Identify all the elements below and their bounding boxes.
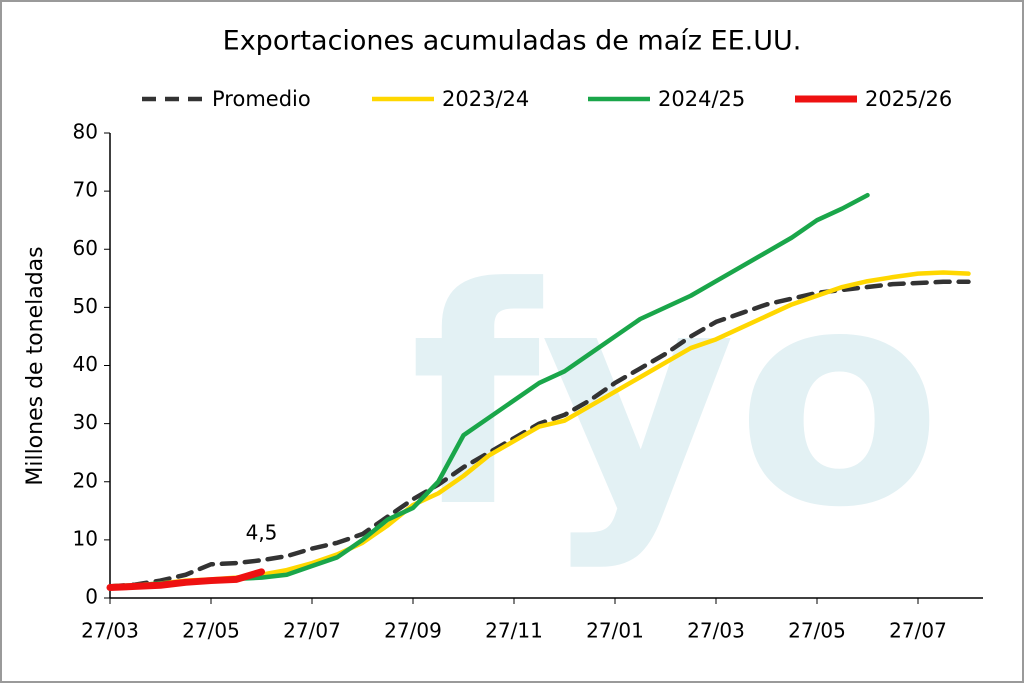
x-tick-label: 27/05 xyxy=(788,619,846,643)
y-tick-label: 40 xyxy=(73,352,98,376)
annotation: 4,5 xyxy=(246,520,278,544)
x-tick-label: 27/05 xyxy=(182,619,240,643)
y-tick-label: 80 xyxy=(73,120,98,144)
y-axis-title: Millones de toneladas xyxy=(23,246,48,485)
y-tick-label: 20 xyxy=(73,468,98,492)
series-line xyxy=(106,568,265,592)
y-tick-label: 60 xyxy=(73,236,98,260)
x-tick-label: 27/07 xyxy=(283,619,341,643)
y-tick-label: 50 xyxy=(73,294,98,318)
legend-label: Promedio xyxy=(212,87,311,111)
y-tick-label: 10 xyxy=(73,526,98,550)
legend-label: 2023/24 xyxy=(442,87,529,111)
y-tick-label: 30 xyxy=(73,410,98,434)
x-tick-label: 27/03 xyxy=(687,619,745,643)
legend-label: 2024/25 xyxy=(658,87,745,111)
y-tick-label: 0 xyxy=(85,585,98,609)
x-tick-label: 27/11 xyxy=(485,619,543,643)
x-tick-label: 27/03 xyxy=(81,619,139,643)
y-tick-label: 70 xyxy=(73,178,98,202)
chart-title: Exportaciones acumuladas de maíz EE.UU. xyxy=(223,26,802,57)
x-tick-label: 27/07 xyxy=(889,619,947,643)
x-tick-label: 27/01 xyxy=(586,619,644,643)
legend-label: 2025/26 xyxy=(865,87,952,111)
watermark: fyo xyxy=(410,224,942,573)
x-tick-label: 27/09 xyxy=(384,619,442,643)
